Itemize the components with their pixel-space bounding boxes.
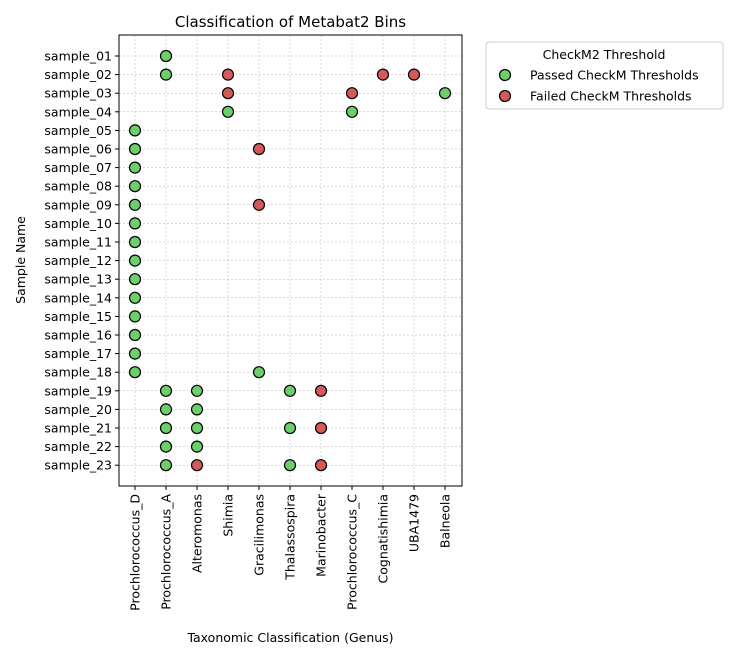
tick-layer: Prochlorococcus_D Prochlorococcus_A Altero… bbox=[44, 49, 452, 611]
data-point-passed bbox=[438, 87, 452, 100]
data-point-passed bbox=[345, 105, 359, 118]
data-point-failed bbox=[407, 68, 421, 81]
x-axis-label: Taxonomic Classification (Genus) bbox=[186, 630, 393, 645]
data-point-passed bbox=[190, 440, 204, 453]
y-tick-label: sample_22 bbox=[44, 439, 112, 454]
data-point-passed bbox=[128, 217, 142, 230]
data-point-failed bbox=[314, 459, 328, 472]
data-point-failed bbox=[314, 384, 328, 397]
legend-item-passed: Passed CheckM Thresholds bbox=[498, 68, 699, 83]
data-point-passed bbox=[128, 124, 142, 137]
x-tick-label: UBA1479 bbox=[407, 494, 422, 552]
legend-label-passed: Passed CheckM Thresholds bbox=[530, 68, 699, 83]
plot-frame bbox=[118, 34, 463, 487]
data-point-failed bbox=[376, 68, 390, 81]
y-axis-label: Sample Name bbox=[13, 216, 28, 304]
data-point-passed bbox=[128, 235, 142, 249]
data-point-passed bbox=[128, 198, 142, 211]
y-tick-label: sample_04 bbox=[44, 104, 112, 119]
chart-title: Classification of Metabat2 Bins bbox=[175, 13, 406, 31]
x-tick-label: Prochlorococcus_C bbox=[345, 494, 360, 610]
y-tick-label: sample_07 bbox=[44, 160, 112, 175]
data-point-passed bbox=[159, 49, 173, 63]
data-point-passed bbox=[283, 459, 297, 472]
y-tick-label: sample_17 bbox=[44, 346, 112, 361]
y-tick-label: sample_03 bbox=[44, 86, 112, 101]
x-tick-label: Prochlorococcus_A bbox=[159, 494, 174, 610]
y-tick-label: sample_13 bbox=[44, 272, 112, 287]
data-point-passed bbox=[128, 273, 142, 286]
data-point-passed bbox=[283, 384, 297, 397]
data-point-failed bbox=[221, 87, 235, 100]
x-tick-label: Balneola bbox=[438, 494, 453, 548]
data-point-passed bbox=[221, 105, 235, 118]
data-point-passed bbox=[128, 328, 142, 342]
x-tick-label: Thalassospira bbox=[283, 494, 298, 581]
legend-title: CheckM2 Threshold bbox=[543, 47, 666, 62]
y-tick-label: sample_21 bbox=[44, 421, 112, 436]
data-point-passed bbox=[128, 254, 142, 267]
data-point-passed bbox=[128, 291, 142, 304]
data-point-passed bbox=[159, 440, 173, 453]
data-point-passed bbox=[159, 384, 173, 397]
y-tick-label: sample_05 bbox=[44, 123, 112, 138]
data-point-passed bbox=[159, 459, 173, 472]
data-point-passed bbox=[128, 366, 142, 379]
y-tick-label: sample_02 bbox=[44, 67, 112, 82]
data-point-passed bbox=[190, 403, 204, 416]
legend-item-failed: Failed CheckM Thresholds bbox=[498, 89, 692, 104]
y-tick-label: sample_01 bbox=[44, 49, 112, 64]
data-point-passed bbox=[128, 142, 142, 156]
x-tick-label: Gracilimonas bbox=[252, 494, 267, 576]
legend-frame bbox=[485, 41, 724, 110]
data-point-failed bbox=[345, 87, 359, 100]
data-point-passed bbox=[159, 68, 173, 81]
legend: CheckM2 Threshold Passed CheckM Threshol… bbox=[485, 41, 724, 110]
legend-marker-passed bbox=[498, 68, 512, 82]
point-layer bbox=[128, 49, 452, 472]
y-tick-label: sample_11 bbox=[44, 235, 112, 250]
y-tick-label: sample_12 bbox=[44, 253, 112, 268]
data-point-passed bbox=[128, 161, 142, 174]
data-point-passed bbox=[283, 421, 297, 435]
legend-label-failed: Failed CheckM Thresholds bbox=[530, 89, 692, 104]
y-tick-label: sample_10 bbox=[44, 216, 112, 231]
y-tick-label: sample_18 bbox=[44, 365, 112, 380]
y-tick-label: sample_08 bbox=[44, 179, 112, 194]
y-tick-label: sample_09 bbox=[44, 197, 112, 212]
x-tick-label: Marinobacter bbox=[314, 493, 329, 577]
data-point-passed bbox=[252, 366, 266, 379]
x-tick-label: Cognatishimia bbox=[376, 494, 391, 583]
data-point-passed bbox=[159, 403, 173, 416]
y-tick-label: sample_15 bbox=[44, 309, 112, 324]
data-point-failed bbox=[252, 198, 266, 211]
grid-layer bbox=[119, 35, 462, 486]
x-tick-label: Alteromonas bbox=[190, 494, 205, 573]
x-tick-label: Shimia bbox=[221, 494, 236, 537]
data-point-passed bbox=[190, 421, 204, 435]
y-tick-label: sample_14 bbox=[44, 290, 112, 305]
x-tick-label: Prochlorococcus_D bbox=[128, 494, 143, 611]
data-point-passed bbox=[128, 347, 142, 360]
data-point-failed bbox=[252, 142, 266, 156]
data-point-failed bbox=[221, 68, 235, 81]
y-tick-label: sample_16 bbox=[44, 328, 112, 343]
data-point-passed bbox=[128, 180, 142, 193]
data-point-passed bbox=[190, 384, 204, 397]
data-point-failed bbox=[314, 421, 328, 435]
y-tick-label: sample_23 bbox=[44, 458, 112, 473]
data-point-passed bbox=[128, 310, 142, 323]
data-point-failed bbox=[190, 459, 204, 472]
y-tick-label: sample_20 bbox=[44, 402, 112, 417]
y-tick-label: sample_06 bbox=[44, 142, 112, 157]
y-tick-label: sample_19 bbox=[44, 383, 112, 398]
legend-marker-failed bbox=[498, 89, 512, 103]
data-point-passed bbox=[159, 421, 173, 435]
